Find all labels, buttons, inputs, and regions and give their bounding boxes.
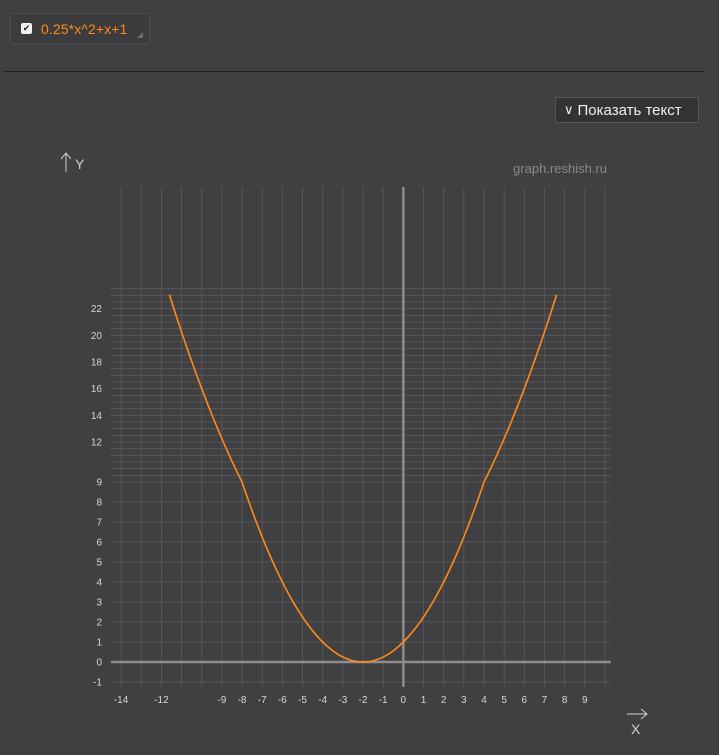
x-tick-label: 6 — [522, 695, 528, 706]
x-tick-label: -9 — [217, 695, 226, 706]
chevron-down-icon: ∨ — [564, 102, 574, 117]
y-tick-label: 1 — [96, 638, 102, 649]
x-tick-label: 0 — [401, 695, 407, 706]
x-tick-label: 9 — [582, 695, 588, 706]
y-tick-label: 5 — [96, 558, 102, 569]
x-tick-label: -2 — [359, 695, 368, 706]
watermark: graph.reshish.ru — [513, 161, 607, 176]
x-axis-arrow-icon — [627, 708, 648, 720]
y-tick-label: 16 — [91, 384, 103, 395]
show-text-button[interactable]: ∨ Показать текст — [555, 97, 699, 123]
y-axis-arrow-icon — [60, 152, 72, 172]
x-tick-label: -5 — [298, 695, 307, 706]
y-tick-label: 12 — [91, 438, 103, 449]
y-tick-label: 9 — [96, 478, 102, 489]
function-expression-input[interactable]: 0.25*x^2+x+1 — [41, 21, 128, 37]
divider — [4, 71, 704, 72]
y-tick-label: 8 — [96, 498, 102, 509]
x-tick-label: -3 — [338, 695, 347, 706]
function-input-panel: ✔ 0.25*x^2+x+1 — [10, 13, 150, 44]
function-curve — [168, 294, 558, 663]
x-tick-label: -8 — [238, 695, 247, 706]
y-axis-label: Y — [75, 156, 85, 172]
grid-lines — [111, 187, 611, 687]
y-tick-label: 18 — [91, 358, 103, 369]
y-tick-label: 7 — [96, 518, 102, 529]
x-tick-label: 5 — [501, 695, 507, 706]
x-tick-label: 1 — [421, 695, 427, 706]
y-tick-label: 20 — [91, 331, 103, 342]
y-tick-label: -1 — [93, 678, 102, 689]
x-tick-label: 3 — [461, 695, 467, 706]
x-tick-label: -1 — [379, 695, 388, 706]
x-tick-label: -12 — [154, 695, 169, 706]
x-tick-label: -7 — [258, 695, 267, 706]
x-tick-label: 8 — [562, 695, 568, 706]
x-tick-label: 7 — [542, 695, 548, 706]
x-tick-label: 2 — [441, 695, 447, 706]
show-text-label: Показать текст — [577, 101, 682, 119]
x-tick-label: 4 — [481, 695, 487, 706]
y-tick-label: 3 — [96, 598, 102, 609]
y-tick-label: 14 — [91, 411, 103, 422]
y-tick-label: 0 — [96, 658, 102, 669]
y-tick-label: 6 — [96, 538, 102, 549]
tick-labels: -14 -12 -9 -8 -7 -6 -5 -4 -3 -2 -1 0 1 2 3 4 5 6 7 8 9-10123… — [91, 304, 588, 706]
x-tick-label: -4 — [318, 695, 327, 706]
axes — [111, 187, 611, 687]
x-axis-label: X — [631, 721, 641, 737]
x-tick-label: -6 — [278, 695, 287, 706]
y-tick-label: 2 — [96, 618, 102, 629]
function-enabled-checkbox[interactable]: ✔ — [21, 23, 32, 34]
y-tick-label: 22 — [91, 304, 103, 315]
x-tick-label: -14 — [114, 695, 129, 706]
y-tick-label: 4 — [96, 578, 102, 589]
resize-grip-icon[interactable] — [137, 32, 143, 38]
